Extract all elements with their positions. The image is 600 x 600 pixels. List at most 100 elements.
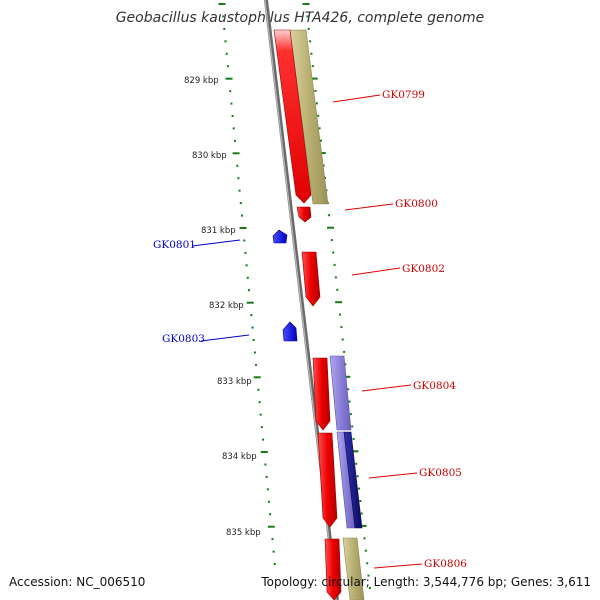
- ruler-right-tick: [311, 65, 314, 68]
- ruler-right-tick: [358, 487, 360, 490]
- ruler-right-tick: [322, 164, 325, 167]
- ruler-left-tick: [236, 164, 239, 167]
- gene-label-gk0806[interactable]: GK0806: [424, 558, 467, 570]
- ruler-left-tick: [232, 127, 235, 130]
- ruler-right-tick: [368, 587, 371, 589]
- ruler-left-tick: [246, 301, 254, 304]
- feature-band-navy: [343, 431, 363, 529]
- kbp-label-834: 834 kbp: [222, 452, 257, 462]
- gene-gk0799-arrow[interactable]: [273, 29, 312, 204]
- ruler-right-tick: [359, 524, 367, 527]
- gene-gk0800-arrow[interactable]: [296, 206, 312, 223]
- ruler-right-tick: [335, 301, 343, 304]
- ruler-left-tick: [260, 426, 263, 429]
- ruler-left-tick: [233, 139, 236, 142]
- ruler-left-tick: [267, 500, 270, 503]
- ruler-left-tick: [229, 90, 232, 93]
- ruler-left: [218, 3, 276, 565]
- gene-gk0805-arrow[interactable]: [317, 432, 338, 528]
- ruler-right-tick: [351, 425, 354, 428]
- ruler-left-tick: [246, 276, 249, 279]
- ruler-right-tick: [333, 263, 336, 266]
- ruler-left-tick: [260, 451, 268, 453]
- gene-gk0801-arrow[interactable]: [272, 229, 288, 244]
- ruler-right-tick: [339, 313, 341, 316]
- gene-label-gk0801[interactable]: GK0801: [153, 239, 196, 251]
- ruler-left-tick: [252, 339, 255, 341]
- ruler-left-tick: [253, 351, 256, 354]
- ruler-left-tick: [225, 52, 228, 55]
- ruler-left-tick: [262, 438, 265, 441]
- gene-gk0803-arrow[interactable]: [282, 321, 298, 342]
- map-title: Geobacillus kaustophilus HTA426, complet…: [116, 10, 485, 26]
- ruler-left-tick: [253, 376, 261, 379]
- gene-gk0806-arrow[interactable]: [324, 538, 342, 600]
- ruler-left-tick: [239, 202, 242, 205]
- kbp-labels: 829 kbp 830 kbp 831 kbp 832 kbp 833 kbp …: [184, 76, 261, 538]
- gene-label-gk0805[interactable]: GK0805: [419, 467, 462, 479]
- connector-gk0801: [191, 239, 241, 247]
- ruler-right-tick: [348, 400, 351, 403]
- gene-gk0804-arrow[interactable]: [312, 357, 331, 431]
- ruler-left-tick: [265, 475, 268, 478]
- ruler-left-tick: [266, 488, 269, 491]
- ruler-left-tick: [257, 388, 260, 391]
- feature-band-lavender: [329, 355, 356, 529]
- ruler-left-tick: [222, 15, 225, 18]
- ruler-left-tick: [269, 513, 272, 516]
- gene-label-gk0799[interactable]: GK0799: [382, 89, 425, 101]
- ruler-left-tick: [245, 264, 248, 267]
- connector-gk0800: [344, 203, 394, 211]
- ruler-right-tick: [364, 549, 367, 552]
- ruler-right-tick: [340, 326, 343, 329]
- ruler-left-tick: [243, 239, 246, 242]
- ruler-right-tick: [352, 437, 355, 440]
- ruler-left-tick: [225, 77, 233, 80]
- ruler-right-tick: [359, 500, 362, 502]
- kbp-label-830: 830 kbp: [192, 151, 227, 161]
- ruler-right-tick: [347, 388, 350, 391]
- gene-gk0802-arrow[interactable]: [301, 251, 321, 307]
- connector-gk0804: [361, 384, 412, 392]
- ruler-right-tick: [302, 3, 310, 5]
- ruler-right-tick: [341, 338, 344, 341]
- ruler-right-tick: [343, 375, 351, 378]
- ruler-right-tick: [360, 512, 363, 515]
- ruler-right-tick: [327, 226, 334, 229]
- gene-label-gk0800[interactable]: GK0800: [395, 198, 438, 210]
- ruler-left-tick: [231, 115, 234, 117]
- ruler-right-tick: [336, 288, 339, 291]
- feature-band-olive-bottom: [342, 537, 365, 600]
- ruler-right-tick: [310, 77, 318, 80]
- ruler-right-tick: [334, 276, 337, 279]
- ruler-right-tick: [330, 239, 333, 242]
- ruler-left-tick: [237, 177, 240, 180]
- ruler-right-tick: [315, 102, 318, 105]
- ruler-right-tick: [328, 214, 331, 217]
- kbp-label-829: 829 kbp: [184, 76, 219, 86]
- ruler-right-tick: [351, 450, 359, 453]
- ruler-right-tick: [363, 537, 366, 540]
- connector-gk0799: [332, 94, 381, 103]
- gene-label-gk0802[interactable]: GK0802: [402, 263, 445, 275]
- gene-label-gk0803[interactable]: GK0803: [162, 333, 205, 345]
- ruler-left-tick: [250, 314, 253, 317]
- ruler-right-tick: [343, 350, 346, 353]
- ruler-left-tick: [239, 227, 247, 229]
- ruler-right-tick: [366, 562, 369, 565]
- ruler-right-tick: [367, 574, 370, 577]
- ruler-right-tick: [344, 363, 347, 366]
- ruler-left-tick: [264, 463, 267, 466]
- ruler-right: [302, 3, 371, 589]
- ruler-left-tick: [224, 40, 227, 43]
- topology-text: Topology: circular; Length: 3,544,776 bp…: [260, 575, 591, 589]
- ruler-left-tick: [238, 189, 241, 192]
- ruler-left-tick: [223, 27, 226, 30]
- ruler-right-tick: [306, 15, 309, 18]
- ruler-right-tick: [355, 462, 358, 465]
- ruler-right-tick: [318, 127, 321, 130]
- ruler-right-tick: [317, 114, 320, 117]
- gene-label-gk0804[interactable]: GK0804: [413, 380, 456, 392]
- ruler-left-tick: [230, 102, 233, 105]
